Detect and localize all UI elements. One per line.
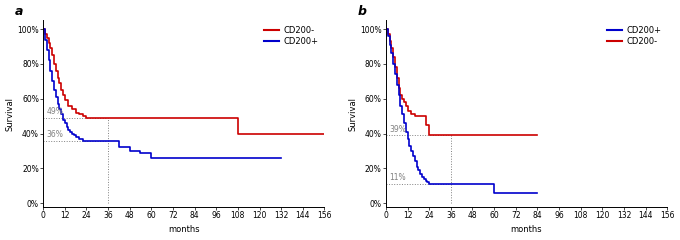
Legend: CD200-, CD200+: CD200-, CD200+ — [262, 24, 320, 48]
Text: 36%: 36% — [47, 130, 64, 139]
Y-axis label: Survival: Survival — [5, 96, 14, 131]
Text: b: b — [358, 6, 367, 18]
X-axis label: months: months — [168, 225, 200, 234]
X-axis label: months: months — [511, 225, 543, 234]
Text: 39%: 39% — [390, 125, 407, 134]
Legend: CD200+, CD200-: CD200+, CD200- — [605, 24, 663, 48]
Y-axis label: Survival: Survival — [348, 96, 357, 131]
Text: 49%: 49% — [47, 107, 64, 116]
Text: 11%: 11% — [390, 173, 406, 182]
Text: a: a — [15, 6, 23, 18]
